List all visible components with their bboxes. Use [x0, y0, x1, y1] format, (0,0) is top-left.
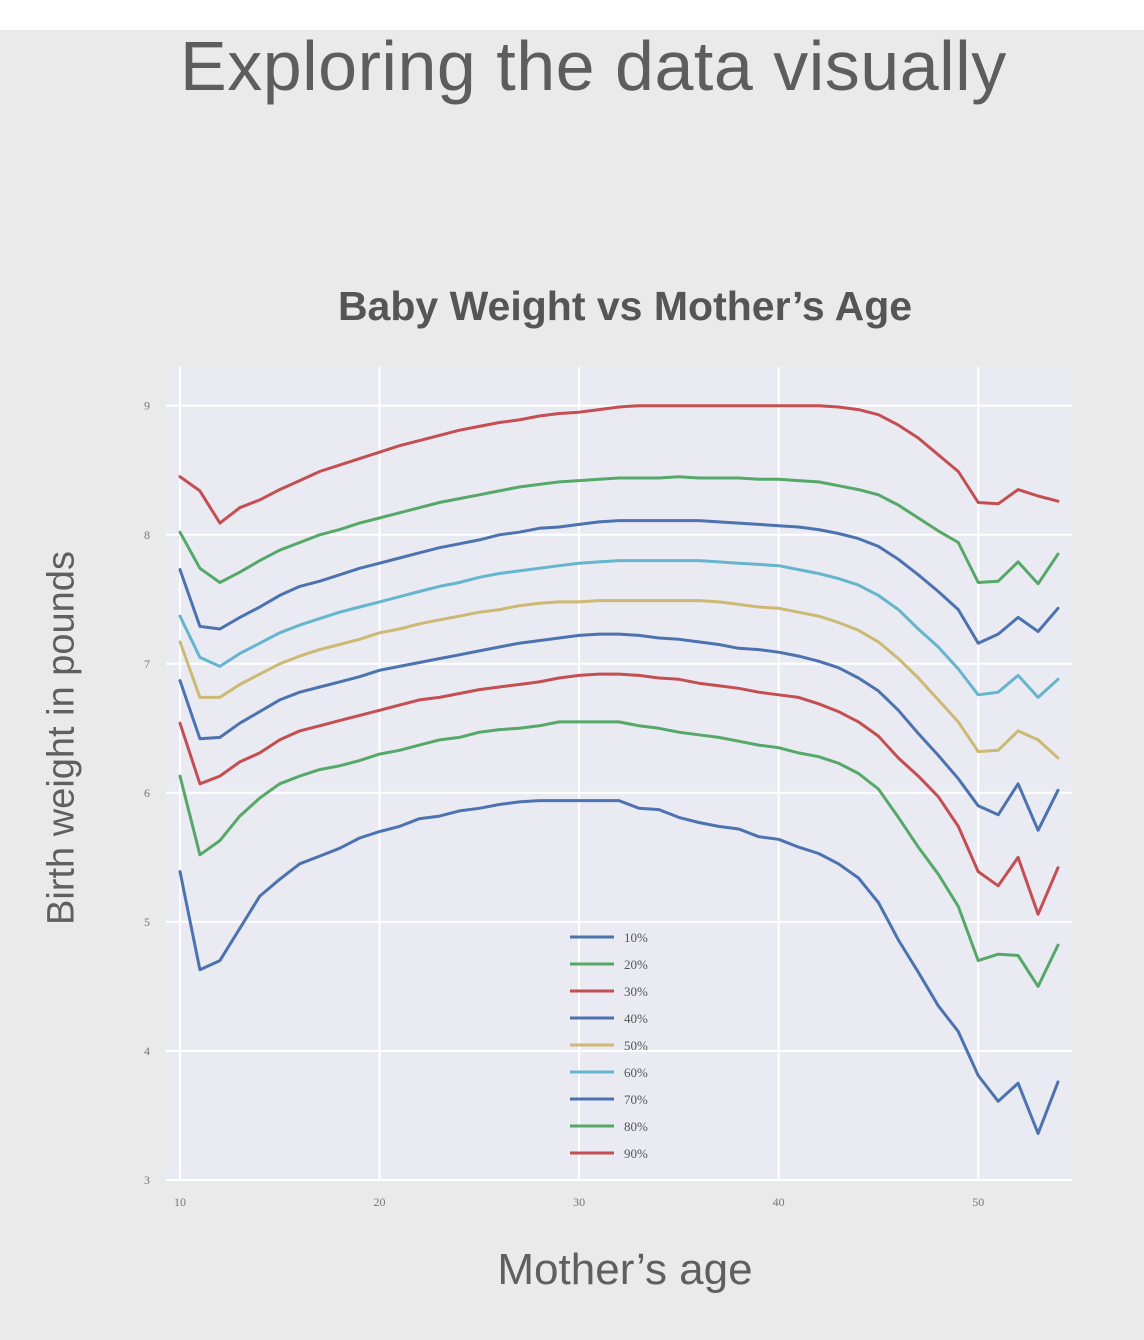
series-line-3: [178, 672, 1060, 916]
x-tick-label: 40: [773, 1195, 785, 1209]
chart-title: Baby Weight vs Mother’s Age: [337, 283, 913, 329]
legend-label: 70%: [624, 1092, 648, 1107]
x-tick-label: 50: [972, 1195, 984, 1209]
legend: 10% 20% 30% 40% 50% 60% 70% 80% 90%: [570, 930, 648, 1161]
series-lines: [178, 404, 1060, 1135]
y-tick-label: 6: [144, 786, 150, 800]
legend-label: 50%: [624, 1038, 648, 1053]
series-line-2: [178, 720, 1060, 988]
top-strip: [0, 0, 1144, 30]
x-tick-label: 30: [573, 1195, 585, 1209]
legend-label: 30%: [624, 984, 648, 999]
x-tick-label: 20: [374, 1195, 386, 1209]
y-tick-label: 8: [144, 528, 150, 542]
legend-label: 40%: [624, 1011, 648, 1026]
y-tick-label: 9: [144, 399, 150, 413]
y-tick-label: 5: [144, 915, 150, 929]
series-line-4: [178, 632, 1060, 832]
legend-label: 60%: [624, 1065, 648, 1080]
plot-area: [166, 367, 1072, 1180]
series-line-6: [178, 559, 1060, 699]
series-line-5: [178, 599, 1060, 760]
x-tick-label: 10: [174, 1195, 186, 1209]
y-tick-label: 3: [144, 1173, 150, 1187]
legend-label: 90%: [624, 1146, 648, 1161]
y-tick-label: 7: [144, 657, 150, 671]
x-axis-label: Mother’s age: [497, 1245, 753, 1294]
series-line-1: [178, 799, 1060, 1135]
tick-labels: 10 20 30 40 50 3 4 5 6 7 8 9: [144, 399, 984, 1209]
legend-label: 10%: [624, 930, 648, 945]
legend-label: 80%: [624, 1119, 648, 1134]
series-line-7: [178, 519, 1060, 645]
y-tick-label: 4: [144, 1044, 150, 1058]
grid: [166, 367, 1072, 1181]
slide-title: Exploring the data visually: [180, 27, 1007, 105]
series-line-9: [178, 404, 1060, 525]
legend-label: 20%: [624, 957, 648, 972]
series-line-8: [178, 475, 1060, 586]
